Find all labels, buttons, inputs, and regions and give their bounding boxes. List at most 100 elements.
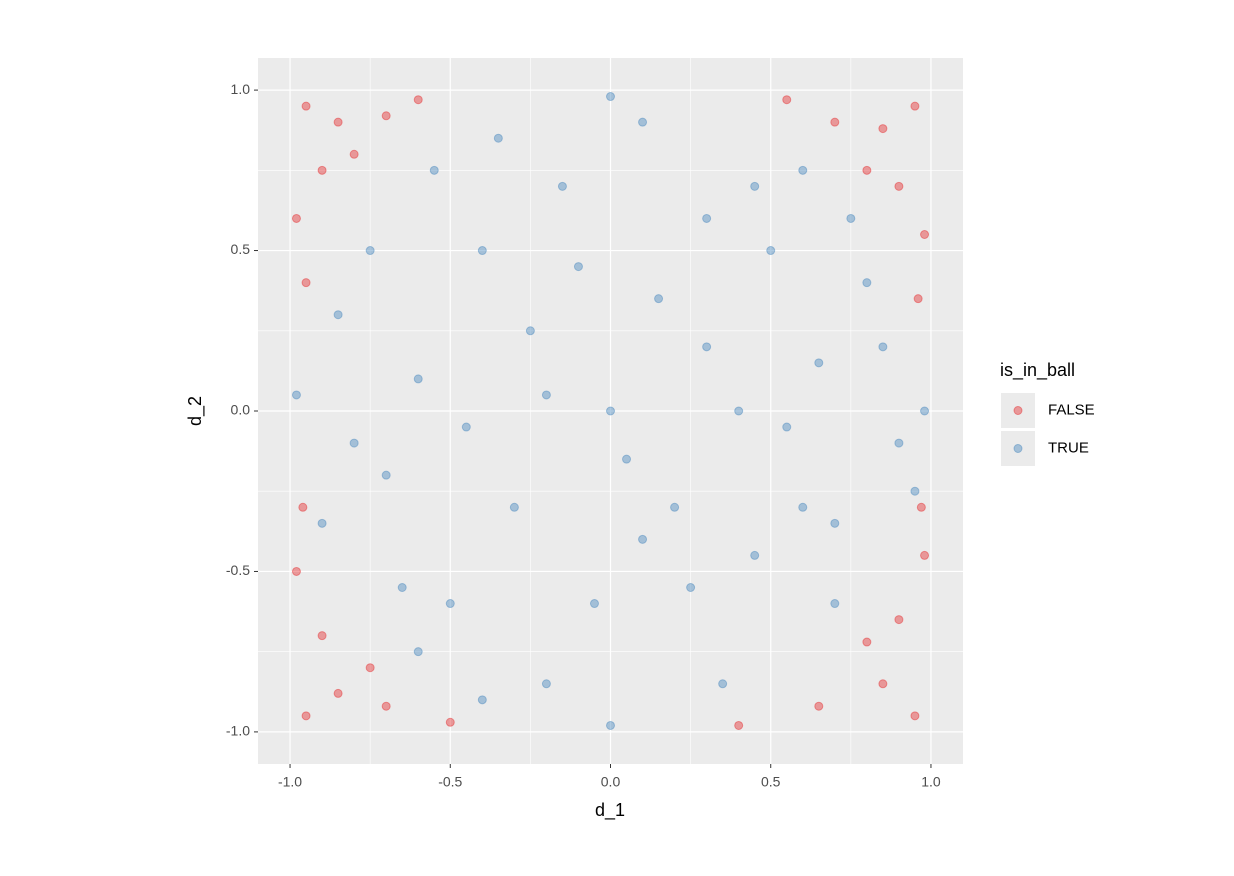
y-tick-label: 0.0 [231, 402, 251, 418]
point [606, 92, 615, 102]
point [862, 637, 872, 647]
point [750, 550, 760, 560]
point [589, 599, 599, 609]
point [702, 213, 712, 223]
point [910, 711, 920, 721]
x-tick-label: 1.0 [921, 774, 941, 790]
point [920, 406, 930, 416]
point [920, 550, 930, 560]
point [686, 583, 696, 592]
point [798, 502, 808, 512]
point [301, 278, 311, 288]
point [606, 406, 615, 416]
point [445, 717, 455, 727]
point [413, 95, 423, 105]
point [702, 342, 712, 352]
legend-label: TRUE [1048, 439, 1089, 456]
point [920, 230, 930, 239]
legend-key [1001, 431, 1035, 466]
point [766, 246, 776, 256]
point [413, 647, 423, 657]
point [365, 246, 375, 256]
point [509, 502, 519, 512]
point [333, 310, 343, 320]
point [317, 631, 327, 641]
point [910, 101, 920, 111]
point [477, 695, 487, 705]
x-axis-title: d_1 [595, 800, 625, 821]
point [317, 165, 327, 175]
point [413, 374, 423, 384]
point [878, 679, 888, 689]
y-axis-title: d_2 [185, 396, 206, 426]
point [606, 720, 615, 730]
legend-marker [1013, 444, 1023, 453]
point [381, 470, 391, 480]
y-tick-label: -0.5 [226, 562, 250, 578]
point [718, 679, 728, 689]
point [365, 663, 375, 673]
y-tick-label: 1.0 [231, 81, 251, 97]
point [301, 711, 311, 721]
point [830, 599, 840, 609]
legend-marker [1013, 406, 1023, 415]
point [291, 390, 301, 400]
point [638, 534, 648, 544]
point [750, 181, 760, 191]
point [894, 181, 904, 191]
point [622, 454, 632, 464]
point [291, 213, 301, 223]
y-tick-label: 0.5 [231, 241, 251, 257]
point [894, 615, 904, 625]
legend-label: FALSE [1048, 401, 1095, 418]
point [910, 486, 920, 496]
point [830, 117, 840, 127]
point [670, 502, 680, 512]
point [493, 133, 503, 143]
point [477, 246, 487, 256]
point [894, 438, 904, 448]
point [814, 358, 824, 368]
point [525, 326, 535, 336]
point [830, 518, 840, 528]
point [381, 701, 391, 711]
point [461, 422, 471, 432]
legend-key [1001, 393, 1035, 428]
point [573, 262, 583, 272]
point [798, 165, 808, 175]
point [913, 294, 923, 304]
point [846, 213, 856, 223]
legend-title: is_in_ball [1000, 360, 1075, 381]
point [333, 117, 343, 127]
point [541, 390, 551, 400]
x-tick-label: 0.0 [601, 774, 621, 790]
point [878, 342, 888, 352]
x-tick-label: -0.5 [438, 774, 462, 790]
point [557, 181, 567, 191]
point [862, 165, 872, 175]
point [862, 278, 872, 288]
point [349, 149, 359, 159]
point [381, 111, 391, 121]
point [541, 679, 551, 689]
point [916, 502, 926, 512]
point [298, 502, 308, 512]
point [445, 599, 455, 609]
x-tick-label: -1.0 [278, 774, 302, 790]
point [782, 422, 792, 432]
point [782, 95, 792, 105]
point [429, 165, 439, 175]
point [638, 117, 648, 127]
point [291, 566, 301, 576]
point [349, 438, 359, 448]
point [734, 406, 744, 416]
point [333, 688, 343, 698]
point [317, 518, 327, 528]
point [397, 583, 407, 592]
point [814, 701, 824, 711]
x-tick-label: 0.5 [761, 774, 781, 790]
point [734, 720, 744, 730]
point [878, 124, 888, 134]
point [301, 101, 311, 111]
